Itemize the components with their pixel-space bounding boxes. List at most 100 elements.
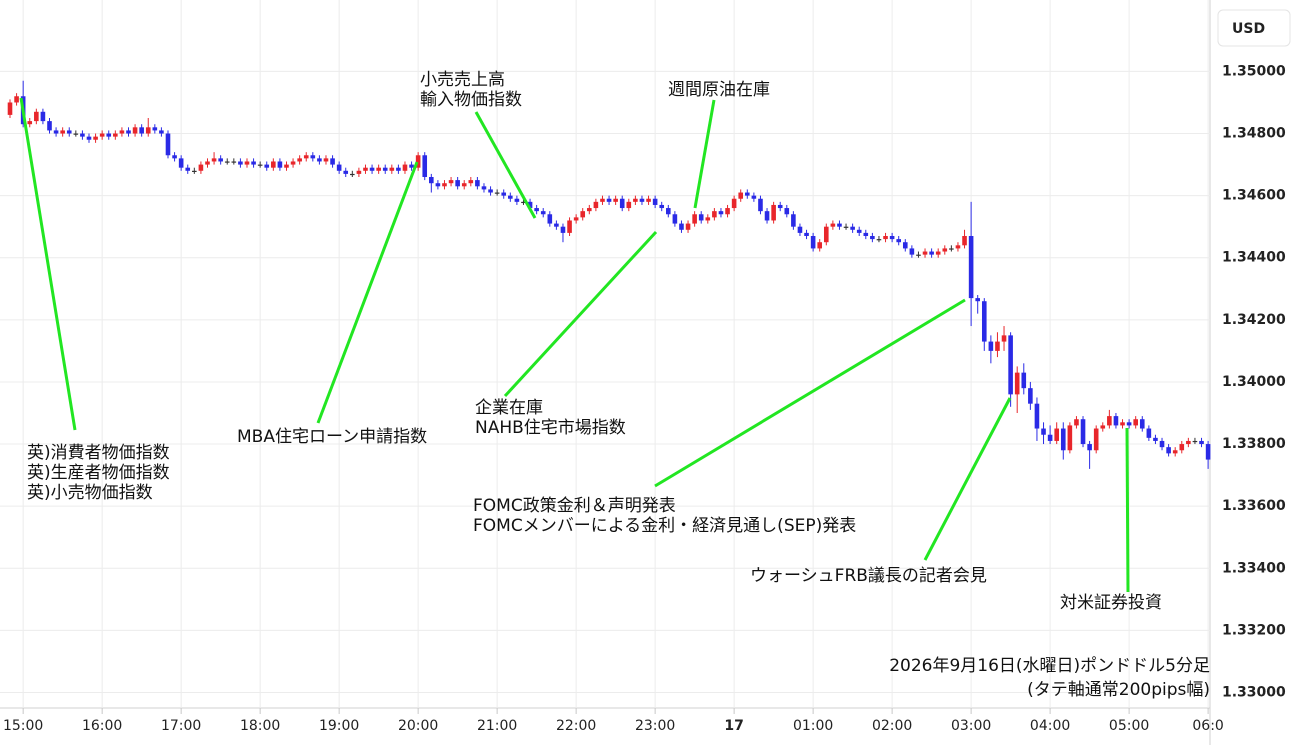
- candle-body: [738, 192, 744, 199]
- candle-body: [66, 130, 72, 134]
- candle-body: [935, 251, 941, 255]
- candle-body: [409, 164, 414, 168]
- caption: (タテ軸通常200pips幅): [1027, 680, 1210, 700]
- candle-body: [942, 248, 948, 252]
- candle-body: [587, 208, 592, 212]
- candle-body: [429, 177, 434, 184]
- x-tick-label: 02:00: [872, 718, 912, 734]
- candle-body: [606, 198, 612, 202]
- candle-body: [1113, 416, 1119, 426]
- x-tick-label: 04:00: [1030, 718, 1070, 734]
- grid: 1.33000 1.33200 1.33400 1.33600 1.33800 1.340…: [0, 0, 1286, 734]
- candle-body: [224, 161, 230, 163]
- candle-body: [810, 236, 816, 249]
- candle-body: [343, 170, 349, 174]
- candle-body: [567, 220, 572, 233]
- x-tick-label: 21:00: [477, 718, 517, 734]
- currency-label: USD: [1232, 21, 1265, 37]
- candle-body: [99, 133, 105, 137]
- candle-body: [369, 167, 375, 171]
- candle-body: [613, 198, 618, 202]
- candles: [7, 80, 1211, 469]
- candle-body: [1093, 428, 1099, 451]
- candle-body: [475, 180, 480, 187]
- candle-body: [731, 198, 737, 209]
- candle-body: [1041, 428, 1046, 435]
- annotation-text: MBA住宅ローン申請指数: [237, 427, 427, 447]
- candle-body: [534, 208, 539, 212]
- candle-body: [712, 211, 717, 218]
- candle-body: [1021, 372, 1027, 389]
- candle-body: [297, 158, 302, 162]
- candle-body: [448, 180, 454, 184]
- candle-body: [573, 217, 579, 221]
- candle-body: [1034, 403, 1040, 429]
- annotation-connector: [1125, 427, 1130, 593]
- candle-body: [1159, 440, 1165, 448]
- candle-body: [1172, 450, 1178, 454]
- candle-body: [1139, 419, 1145, 429]
- candle-body: [185, 167, 191, 171]
- candle-body: [725, 208, 730, 215]
- annotation-text: 英)消費者物価指数: [27, 443, 170, 463]
- candle-body: [53, 130, 59, 134]
- candle-body: [850, 226, 855, 230]
- annotation-text: ウォーシュFRB議長の記者会見: [750, 566, 987, 586]
- y-tick-label: 1.34800: [1222, 126, 1286, 142]
- annotation-text: 企業在庫: [475, 398, 543, 418]
- candle-body: [1074, 419, 1079, 426]
- candle-body: [1199, 440, 1204, 445]
- candle-body: [902, 242, 908, 249]
- y-tick-label: 1.34600: [1222, 188, 1286, 204]
- candle-body: [192, 170, 197, 172]
- candle-body: [34, 111, 39, 122]
- annotation-connector: [654, 298, 966, 488]
- annotation-text: 週間原油在庫: [668, 80, 770, 100]
- candle-body: [290, 161, 296, 165]
- candle-body: [40, 111, 46, 122]
- annotation-text: FOMCメンバーによる金利・経済見通し(SEP)発表: [473, 516, 856, 536]
- candle-body: [172, 155, 177, 159]
- candle-body: [442, 183, 447, 187]
- candle-body: [560, 226, 566, 233]
- candle-body: [1060, 428, 1066, 451]
- candle-body: [455, 180, 460, 187]
- candle-body: [659, 204, 665, 209]
- annotation-text: NAHB住宅市場指数: [475, 418, 626, 438]
- candle-body: [843, 226, 849, 228]
- x-tick-label: 01:00: [793, 718, 833, 734]
- y-tick-label: 1.33600: [1222, 498, 1286, 514]
- caption: 2026年9月16日(水曜日)ポンドドル5分足: [889, 656, 1210, 676]
- candle-body: [27, 121, 33, 125]
- candle-body: [481, 186, 487, 190]
- x-tick-label: 16:00: [82, 718, 122, 734]
- candle-body: [494, 192, 500, 194]
- candle-body: [514, 198, 520, 202]
- candle-body: [823, 226, 829, 243]
- candle-body: [1205, 444, 1211, 460]
- candle-body: [804, 232, 809, 236]
- candle-body: [1100, 425, 1106, 429]
- annotation-connector: [474, 111, 537, 219]
- candle-body: [145, 127, 151, 134]
- annotation-text: 対米証券投資: [1060, 593, 1162, 613]
- candle-body: [692, 214, 697, 224]
- candle-body: [929, 251, 934, 255]
- candle-body: [718, 211, 724, 215]
- candle-body: [962, 236, 967, 246]
- candle-body: [178, 158, 184, 168]
- candle-body: [317, 158, 322, 162]
- y-tick-label: 1.33800: [1222, 436, 1286, 452]
- currency-box[interactable]: [1217, 9, 1291, 47]
- y-tick-label: 1.33000: [1222, 684, 1286, 700]
- candle-body: [1126, 422, 1132, 426]
- candle-body: [415, 155, 421, 168]
- candle-body: [593, 201, 599, 209]
- candle-body: [126, 130, 131, 134]
- candle-body: [639, 198, 645, 202]
- candle-body: [14, 96, 19, 103]
- annotation-connector: [19, 97, 77, 431]
- candle-body: [1087, 444, 1092, 451]
